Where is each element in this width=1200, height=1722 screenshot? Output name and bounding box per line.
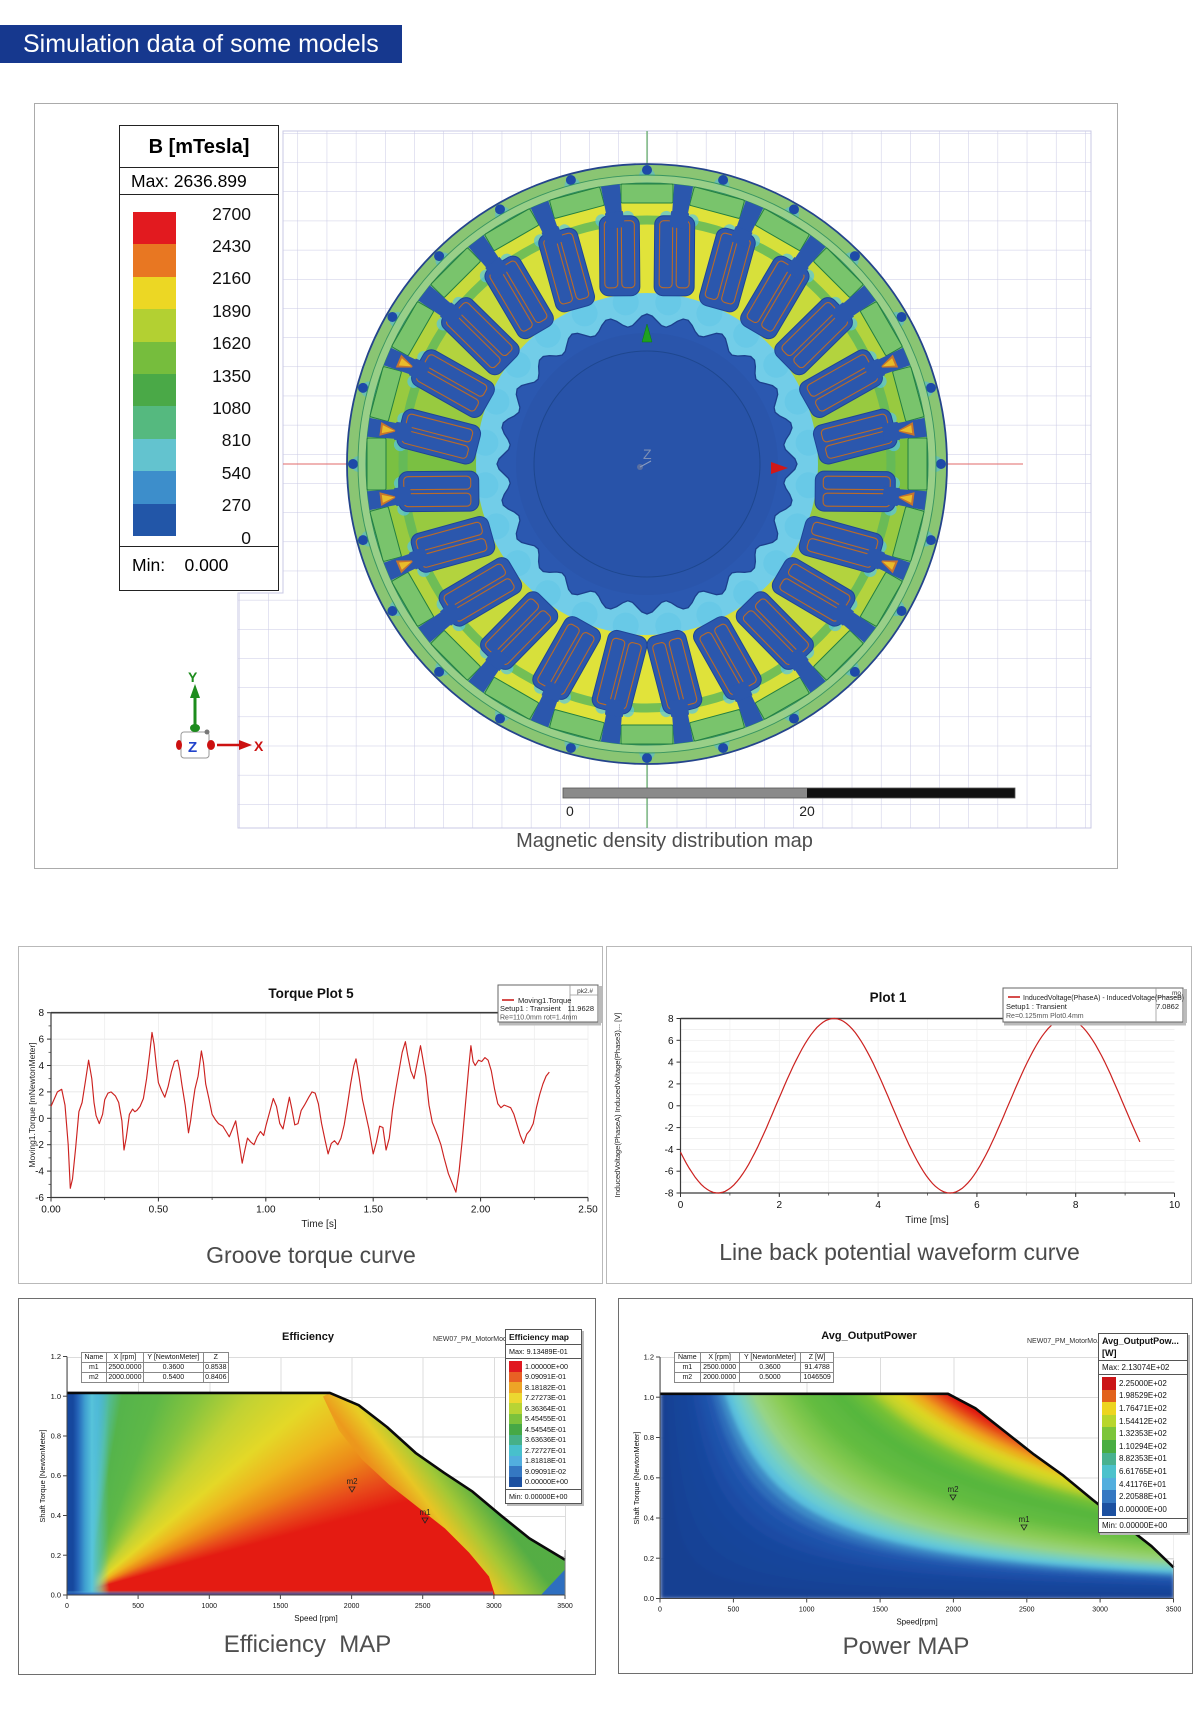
svg-text:InducedVoltage(PhaseA) Induc: InducedVoltage(PhaseA) InducedVoltage(Ph… xyxy=(613,1013,622,1198)
svg-text:2000: 2000 xyxy=(946,1607,962,1614)
svg-text:Re=110.0mm rot=1.4mm: Re=110.0mm rot=1.4mm xyxy=(500,1015,577,1022)
svg-text:1.2: 1.2 xyxy=(51,1352,61,1361)
svg-text:InducedVoltage(PhaseA) - Induc: InducedVoltage(PhaseA) - InducedVoltage(… xyxy=(1023,995,1184,1002)
svg-text:1000: 1000 xyxy=(799,1607,815,1614)
svg-text:Z: Z xyxy=(643,446,652,462)
svg-text:m1: m1 xyxy=(1018,1515,1030,1524)
svg-text:-6: -6 xyxy=(35,1193,44,1204)
svg-text:3000: 3000 xyxy=(1092,1607,1108,1614)
svg-text:1500: 1500 xyxy=(872,1607,888,1614)
svg-text:2.50: 2.50 xyxy=(578,1205,598,1216)
svg-text:-4: -4 xyxy=(665,1145,674,1156)
svg-text:m1: m1 xyxy=(419,1508,431,1517)
svg-text:0.8: 0.8 xyxy=(51,1432,61,1441)
svg-text:NEW07_PM_MotorMo...: NEW07_PM_MotorMo... xyxy=(1027,1338,1103,1345)
svg-text:NEW07_PM_MotorModa_: NEW07_PM_MotorModa_ xyxy=(433,1336,515,1343)
svg-text:0.6: 0.6 xyxy=(51,1471,61,1480)
svg-text:m2: m2 xyxy=(346,1477,358,1486)
svg-text:0: 0 xyxy=(38,1114,44,1125)
svg-text:8: 8 xyxy=(38,1008,44,1019)
svg-text:0.50: 0.50 xyxy=(149,1205,169,1216)
svg-text:1.00: 1.00 xyxy=(256,1205,276,1216)
svg-text:m2: m2 xyxy=(947,1485,959,1494)
svg-text:Avg_OutputPower: Avg_OutputPower xyxy=(821,1330,917,1342)
svg-text:Z: Z xyxy=(188,739,197,756)
svg-text:0.00: 0.00 xyxy=(41,1205,61,1216)
svg-text:0.6: 0.6 xyxy=(644,1473,654,1482)
svg-text:3500: 3500 xyxy=(557,1603,573,1610)
svg-text:X: X xyxy=(254,738,264,754)
svg-text:1.50: 1.50 xyxy=(363,1205,383,1216)
svg-text:6: 6 xyxy=(974,1200,980,1211)
svg-text:0: 0 xyxy=(668,1101,674,1112)
svg-text:2: 2 xyxy=(668,1079,674,1090)
svg-text:Setup1 : Transient: Setup1 : Transient xyxy=(1006,1002,1068,1011)
svg-text:0: 0 xyxy=(65,1603,69,1610)
svg-text:4: 4 xyxy=(668,1058,674,1069)
svg-text:-8: -8 xyxy=(665,1189,674,1200)
svg-text:10: 10 xyxy=(1169,1200,1181,1211)
svg-text:500: 500 xyxy=(728,1607,740,1614)
svg-text:Efficiency: Efficiency xyxy=(282,1331,335,1343)
svg-text:0.0: 0.0 xyxy=(644,1594,654,1603)
svg-text:2: 2 xyxy=(38,1087,44,1098)
svg-text:1500: 1500 xyxy=(273,1603,289,1610)
svg-text:8: 8 xyxy=(1073,1200,1079,1211)
svg-text:Speed[rpm]: Speed[rpm] xyxy=(896,1618,937,1627)
svg-text:1.2: 1.2 xyxy=(644,1353,654,1362)
svg-text:4: 4 xyxy=(875,1200,881,1211)
svg-text:2000: 2000 xyxy=(344,1603,360,1610)
svg-text:0.4: 0.4 xyxy=(644,1514,654,1523)
svg-text:Moving1.Torque: Moving1.Torque xyxy=(518,996,571,1005)
svg-text:0: 0 xyxy=(678,1200,684,1211)
svg-text:Setup1 : Transient: Setup1 : Transient xyxy=(500,1004,562,1013)
svg-text:2.00: 2.00 xyxy=(471,1205,491,1216)
svg-text:3500: 3500 xyxy=(1166,1607,1182,1614)
svg-text:0.2: 0.2 xyxy=(644,1554,654,1563)
svg-text:11.9628: 11.9628 xyxy=(567,1004,594,1013)
svg-text:0.2: 0.2 xyxy=(51,1551,61,1560)
svg-text:Time [ms]: Time [ms] xyxy=(905,1215,949,1226)
svg-text:Moving1.Torque [mNewtonMeter]: Moving1.Torque [mNewtonMeter] xyxy=(27,1042,37,1167)
svg-text:1.0: 1.0 xyxy=(644,1393,654,1402)
svg-text:-6: -6 xyxy=(665,1167,674,1178)
svg-text:4: 4 xyxy=(38,1061,44,1072)
svg-text:Time [s]: Time [s] xyxy=(301,1219,336,1230)
svg-text:0.0: 0.0 xyxy=(51,1591,61,1600)
svg-text:Shaft Torque [NewtonMeter]: Shaft Torque [NewtonMeter] xyxy=(38,1429,47,1522)
svg-text:-4: -4 xyxy=(35,1167,44,1178)
svg-text:mo: mo xyxy=(1172,990,1181,997)
svg-text:Plot 1: Plot 1 xyxy=(870,990,907,1005)
svg-text:0.8: 0.8 xyxy=(644,1433,654,1442)
svg-text:-2: -2 xyxy=(35,1140,44,1151)
svg-text:2: 2 xyxy=(777,1200,783,1211)
svg-text:-2: -2 xyxy=(665,1123,674,1134)
svg-text:6: 6 xyxy=(668,1036,674,1047)
svg-text:20: 20 xyxy=(799,803,815,819)
svg-text:Re=0.125mm Plot0.4mm: Re=0.125mm Plot0.4mm xyxy=(1006,1013,1084,1020)
svg-text:2500: 2500 xyxy=(1019,1607,1035,1614)
svg-text:3000: 3000 xyxy=(486,1603,502,1610)
svg-text:1.0: 1.0 xyxy=(51,1392,61,1401)
svg-text:0.4: 0.4 xyxy=(51,1511,61,1520)
svg-text:pk2.#: pk2.# xyxy=(577,988,593,995)
svg-text:Speed [rpm]: Speed [rpm] xyxy=(294,1614,338,1623)
svg-text:0: 0 xyxy=(566,803,574,819)
svg-text:7.0862: 7.0862 xyxy=(1156,1002,1179,1011)
svg-text:8: 8 xyxy=(668,1014,674,1025)
svg-text:0: 0 xyxy=(658,1607,662,1614)
svg-text:1000: 1000 xyxy=(202,1603,218,1610)
svg-text:Torque Plot 5: Torque Plot 5 xyxy=(268,986,354,1001)
svg-text:500: 500 xyxy=(132,1603,144,1610)
svg-text:2500: 2500 xyxy=(415,1603,431,1610)
svg-text:Shaft Torque [NewtonMeter]: Shaft Torque [NewtonMeter] xyxy=(632,1431,641,1524)
svg-text:Y: Y xyxy=(188,669,198,685)
svg-text:6: 6 xyxy=(38,1035,44,1046)
